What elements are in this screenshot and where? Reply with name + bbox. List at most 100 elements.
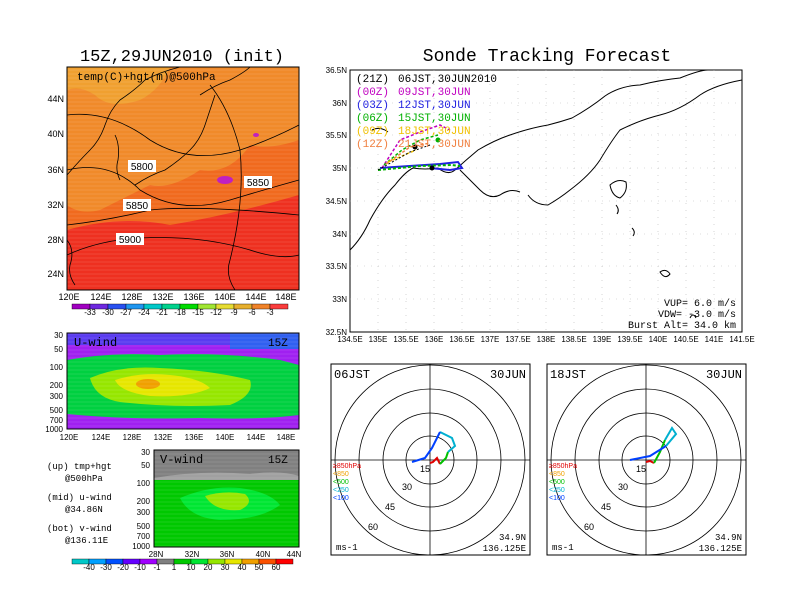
ring-label: 30 bbox=[618, 482, 628, 492]
v-wind-label: V-wind bbox=[160, 453, 203, 467]
hodo-time: 06JST bbox=[334, 368, 370, 382]
hodo-lat: 34.9N bbox=[499, 533, 526, 543]
lon-tick: 124E bbox=[90, 292, 111, 302]
level-label: <100 bbox=[333, 495, 349, 502]
p-tick: 50 bbox=[141, 461, 150, 470]
temp-tick: -9 bbox=[230, 308, 238, 317]
lat-tick: 32N bbox=[47, 200, 64, 210]
colorbar-swatch bbox=[269, 303, 289, 310]
temp-tick: -18 bbox=[174, 308, 186, 317]
wind-tick: 50 bbox=[255, 563, 264, 572]
lat-tick: 28N bbox=[47, 235, 64, 245]
u-wind-panel: U-wind 15Z bbox=[66, 332, 300, 430]
lon-tick: 138.5E bbox=[561, 335, 586, 344]
temp-colorbar-labels: -33 -30 -27 -24 -21 -18 -15 -12 -9 -6 -3 bbox=[84, 308, 274, 317]
track-time: 06JST,30JUN2010 bbox=[398, 74, 497, 86]
temp-tick: -15 bbox=[192, 308, 204, 317]
wind-tick: -40 bbox=[83, 563, 95, 572]
wind-tick: 1 bbox=[172, 563, 177, 572]
temp-tick: -6 bbox=[248, 308, 256, 317]
contour-label: 5850 bbox=[247, 178, 270, 189]
lon-tick: 140.5E bbox=[673, 335, 698, 344]
track-code: (09Z) bbox=[356, 126, 389, 138]
p-tick: 300 bbox=[50, 392, 64, 401]
wind-colorbar bbox=[71, 558, 294, 565]
u-wind-p-axis: 30 50 100 200 300 500 700 1000 bbox=[45, 331, 63, 434]
lat-tick: 32.5N bbox=[326, 328, 348, 337]
lon-tick: 134.5E bbox=[337, 335, 362, 344]
ascent-rate: VUP= 6.0 m/s bbox=[664, 298, 736, 310]
track-time: 18JST,30JUN bbox=[398, 126, 471, 138]
lat-tick: 44N bbox=[287, 550, 302, 559]
hodo-time: 18JST bbox=[550, 368, 586, 382]
p-tick: 700 bbox=[50, 416, 64, 425]
level-label: <500 bbox=[549, 479, 565, 486]
lon-tick: 141.5E bbox=[729, 335, 754, 344]
track-legend: (21Z) 06JST,30JUN2010 (00Z) 09JST,30JUN … bbox=[356, 74, 497, 151]
ring-label: 15 bbox=[420, 464, 430, 474]
lat-tick: 32N bbox=[185, 550, 200, 559]
lat-tick: 40N bbox=[256, 550, 271, 559]
p-tick: 30 bbox=[54, 331, 63, 340]
lon-tick: 140E bbox=[216, 433, 235, 442]
track-time: 21JST,30JUN bbox=[398, 139, 471, 151]
ring-label: 45 bbox=[385, 502, 395, 512]
lat-tick: 35N bbox=[332, 164, 347, 173]
v-wind-panel: V-wind 15Z bbox=[153, 449, 300, 548]
lon-tick: 144E bbox=[247, 433, 266, 442]
lat-tick: 33N bbox=[332, 295, 347, 304]
legend-line: (mid) u-wind bbox=[47, 493, 112, 503]
lon-tick: 137.5E bbox=[505, 335, 530, 344]
track-code: (06Z) bbox=[356, 113, 389, 125]
contour-label: 5800 bbox=[131, 162, 154, 173]
left-title: 15Z,29JUN2010 (init) bbox=[80, 48, 284, 67]
temp-tick: -24 bbox=[138, 308, 150, 317]
wind-tick: -30 bbox=[100, 563, 112, 572]
wind-tick: 20 bbox=[204, 563, 213, 572]
contour-label: 5900 bbox=[119, 235, 142, 246]
lon-tick: 136.5E bbox=[449, 335, 474, 344]
hodo-lat: 34.9N bbox=[715, 533, 742, 543]
wind-tick: -20 bbox=[117, 563, 129, 572]
lon-tick: 144E bbox=[245, 292, 266, 302]
temp-colorbar bbox=[71, 303, 289, 310]
lon-tick: 135E bbox=[369, 335, 388, 344]
wind-tick: -10 bbox=[134, 563, 146, 572]
lon-tick: 141E bbox=[705, 335, 724, 344]
map-lat-axis: 36.5N 36N 35.5N 35N 34.5N 34N 33.5N 33N … bbox=[326, 66, 348, 337]
lon-tick: 139.5E bbox=[617, 335, 642, 344]
u-wind-lon-axis: 120E 124E 128E 132E 136E 140E 144E 148E bbox=[60, 433, 296, 442]
legend-line: (bot) v-wind bbox=[47, 524, 112, 534]
lon-tick: 132E bbox=[152, 292, 173, 302]
lon-tick: 136E bbox=[183, 292, 204, 302]
u-wind-label: U-wind bbox=[74, 336, 117, 350]
wind-colorbar-labels: -40 -30 -20 -10 -1 1 10 20 30 40 50 60 bbox=[83, 563, 281, 572]
wind-tick: 60 bbox=[272, 563, 281, 572]
temp-tick: -30 bbox=[102, 308, 114, 317]
level-label: <100 bbox=[549, 495, 565, 502]
legend-line: (up) tmp+hgt bbox=[47, 462, 112, 472]
p-tick: 50 bbox=[54, 345, 63, 354]
p-tick: 300 bbox=[137, 508, 151, 517]
map-label: temp(C)+hgt(m)@500hPa bbox=[77, 72, 216, 84]
ring-label: 60 bbox=[368, 522, 378, 532]
hodo-lon: 136.125E bbox=[699, 544, 742, 554]
wind-tick: 30 bbox=[221, 563, 230, 572]
lat-axis: 44N 40N 36N 32N 28N 24N bbox=[47, 94, 64, 279]
lat-tick: 35.5N bbox=[326, 131, 348, 140]
temp-tick: -3 bbox=[266, 308, 274, 317]
lon-tick: 124E bbox=[92, 433, 111, 442]
ring-label: 45 bbox=[601, 502, 611, 512]
track-code: (12Z) bbox=[356, 139, 389, 151]
temp-map: 5800 5850 5850 5900 temp(C)+hgt(m)@500hP… bbox=[66, 66, 300, 291]
p-tick: 100 bbox=[50, 363, 64, 372]
lon-tick: 132E bbox=[154, 433, 173, 442]
level-label: ≥850hPa bbox=[333, 463, 361, 470]
p-tick: 700 bbox=[137, 532, 151, 541]
lon-tick: 136E bbox=[425, 335, 444, 344]
track-time: 09JST,30JUN bbox=[398, 87, 471, 99]
lat-tick: 28N bbox=[149, 550, 164, 559]
lon-tick: 139E bbox=[593, 335, 612, 344]
level-label: <850 bbox=[333, 471, 349, 478]
hodograph-06jst: 06JST 30JUN 15 30 45 60 ≥850hPa <850 <50… bbox=[330, 363, 531, 556]
